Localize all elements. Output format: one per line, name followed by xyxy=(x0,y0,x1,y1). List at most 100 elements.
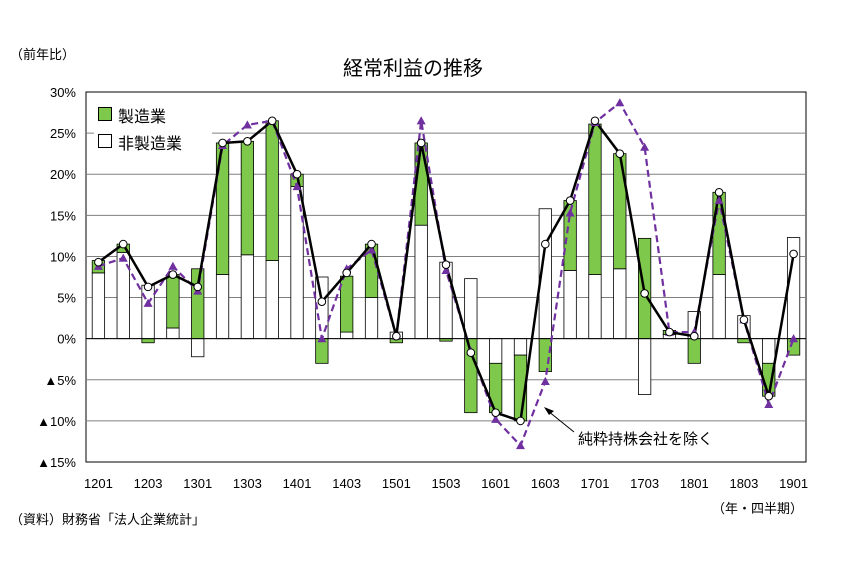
bar-non-manufacturing xyxy=(240,254,254,340)
marker-total xyxy=(615,149,625,158)
marker-excl-holding xyxy=(764,399,774,409)
x-tick-label: 1503 xyxy=(432,476,461,491)
y-tick-label: 10% xyxy=(50,249,76,264)
marker-excl-holding xyxy=(714,196,724,205)
x-tick-label: 1803 xyxy=(729,476,758,491)
marker-excl-holding xyxy=(491,414,501,423)
marker-excl-holding xyxy=(640,142,650,151)
bar-manufacturing xyxy=(340,275,354,333)
y-tick-label: 0% xyxy=(57,332,76,347)
bar-non-manufacturing xyxy=(166,327,180,340)
marker-total xyxy=(367,239,376,249)
y-tick-label: 30% xyxy=(50,85,76,100)
marker-total xyxy=(665,327,674,337)
bar-manufacturing xyxy=(712,191,726,275)
marker-total xyxy=(789,249,798,259)
bar-non-manufacturing xyxy=(414,224,428,340)
y-tick-labels: 30% 25% 20% 15% 10% 5% 0% ▲5% ▲10% ▲15% xyxy=(37,85,76,470)
x-tick-label: 1601 xyxy=(481,476,510,491)
marker-total xyxy=(267,116,277,126)
marker-excl-holding xyxy=(367,245,377,254)
marker-total xyxy=(739,315,749,325)
legend-label-non-manufacturing: 非製造業 xyxy=(118,134,183,153)
y-tick-label: ▲5% xyxy=(44,373,76,388)
bar-non-manufacturing xyxy=(91,272,106,340)
marker-total xyxy=(565,196,575,205)
bar-manufacturing xyxy=(141,338,155,344)
bar-non-manufacturing xyxy=(513,338,528,356)
bar-non-manufacturing xyxy=(762,338,776,364)
x-tick-label: 1701 xyxy=(581,476,610,491)
marker-excl-holding xyxy=(317,334,327,343)
x-tick-label: 1203 xyxy=(134,476,163,491)
bar-non-manufacturing xyxy=(191,338,205,358)
bar-manufacturing xyxy=(166,274,180,329)
bars xyxy=(86,120,806,422)
y-tick-label: 25% xyxy=(50,126,76,141)
chart-title: 経常利益の推移 xyxy=(343,56,483,80)
grid-lines xyxy=(86,132,806,422)
y-tick-label: 20% xyxy=(50,167,76,182)
marker-total xyxy=(118,239,128,249)
marker-excl-holding xyxy=(789,334,799,343)
bar-non-manufacturing xyxy=(613,268,627,340)
bar-non-manufacturing xyxy=(464,278,478,340)
x-tick-label: 1901 xyxy=(779,476,808,491)
marker-total xyxy=(714,188,724,197)
bar-non-manufacturing xyxy=(638,338,652,395)
marker-total xyxy=(689,331,699,341)
legend-swatch-manufacturing xyxy=(98,107,112,121)
marker-total xyxy=(590,116,600,126)
marker-total xyxy=(243,137,252,146)
marker-excl-holding xyxy=(515,441,525,450)
bar-non-manufacturing xyxy=(563,270,577,340)
marker-total xyxy=(94,257,103,267)
bar-non-manufacturing xyxy=(588,274,602,340)
x-tick-label: 1403 xyxy=(332,476,361,491)
bar-manufacturing xyxy=(588,123,602,275)
bar-manufacturing xyxy=(315,338,329,364)
bar-non-manufacturing xyxy=(712,274,726,340)
source-note: （資料）財務省「法人企業統計」 xyxy=(10,513,206,528)
x-tick-label: 1303 xyxy=(233,476,262,491)
marker-total xyxy=(640,289,649,298)
marker-excl-holding xyxy=(242,120,252,129)
marker-total xyxy=(541,239,550,249)
bar-manufacturing xyxy=(538,338,552,372)
y-tick-label: ▲15% xyxy=(37,455,76,470)
x-tick-label: 1301 xyxy=(183,476,212,491)
bar-manufacturing xyxy=(613,153,627,270)
marker-excl-holding xyxy=(292,182,302,191)
marker-total xyxy=(416,138,426,148)
marker-total xyxy=(491,408,500,417)
marker-total xyxy=(441,260,451,269)
marker-total xyxy=(168,270,178,279)
bar-manufacturing xyxy=(191,268,205,340)
bar-non-manufacturing xyxy=(489,338,503,364)
marker-total xyxy=(466,348,476,357)
bar-non-manufacturing xyxy=(340,331,354,340)
y-axis-label: （前年比） xyxy=(10,48,76,63)
plot-frame xyxy=(85,91,807,463)
bar-non-manufacturing xyxy=(215,274,230,340)
x-tick-label: 1501 xyxy=(382,476,411,491)
x-tick-label: 1603 xyxy=(531,476,560,491)
marker-total xyxy=(516,416,525,426)
y-tick-label: ▲10% xyxy=(37,414,76,429)
x-tick-label: 1801 xyxy=(680,476,709,491)
bar-manufacturing xyxy=(737,338,751,344)
x-tick-labels: 1201 1203 1301 1303 1401 1403 1501 1503 1601 1603… xyxy=(84,476,808,491)
bar-non-manufacturing xyxy=(364,297,379,340)
marker-excl-holding xyxy=(540,376,550,386)
legend-swatch-non-manufacturing xyxy=(98,134,112,148)
x-axis-label: （年・四半期） xyxy=(712,502,804,517)
marker-total xyxy=(764,391,774,401)
annotation-label: 純粋持株会社を除く xyxy=(578,430,714,448)
y-tick-label: 5% xyxy=(57,291,76,306)
marker-excl-holding xyxy=(118,253,128,262)
marker-excl-holding xyxy=(416,116,426,125)
annotation-arrow xyxy=(547,410,575,433)
marker-total xyxy=(342,268,351,278)
marker-total xyxy=(317,297,327,306)
